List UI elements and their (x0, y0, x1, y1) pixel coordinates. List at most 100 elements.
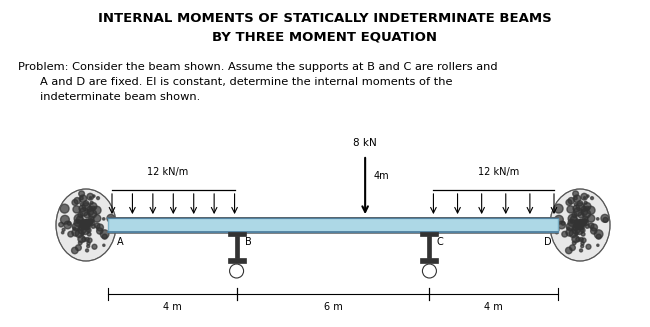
Circle shape (566, 223, 574, 231)
Circle shape (80, 197, 83, 200)
Circle shape (75, 230, 83, 237)
Circle shape (577, 223, 584, 230)
Circle shape (95, 223, 100, 228)
Circle shape (577, 222, 584, 228)
Circle shape (584, 203, 591, 210)
Circle shape (74, 214, 83, 223)
Bar (421, 258, 439, 263)
Circle shape (574, 223, 578, 228)
Circle shape (93, 195, 95, 197)
Circle shape (79, 225, 84, 231)
Circle shape (85, 223, 88, 225)
Circle shape (88, 219, 93, 224)
Circle shape (571, 220, 573, 222)
Circle shape (88, 219, 94, 224)
Circle shape (97, 197, 99, 199)
Circle shape (87, 242, 90, 245)
Circle shape (77, 220, 79, 222)
Circle shape (578, 219, 584, 226)
Circle shape (586, 244, 591, 249)
Circle shape (81, 232, 84, 235)
Circle shape (88, 206, 93, 211)
Circle shape (577, 221, 581, 225)
Circle shape (86, 245, 90, 248)
Circle shape (561, 221, 565, 225)
Circle shape (87, 238, 92, 243)
Circle shape (568, 219, 575, 226)
Circle shape (558, 221, 566, 229)
Circle shape (83, 224, 86, 229)
Text: indeterminate beam shown.: indeterminate beam shown. (40, 92, 200, 102)
Bar (108, 218, 558, 232)
Circle shape (568, 214, 577, 223)
Circle shape (87, 193, 94, 200)
Circle shape (587, 206, 595, 214)
Circle shape (100, 230, 109, 238)
Circle shape (62, 232, 64, 234)
Circle shape (87, 209, 94, 215)
Circle shape (579, 237, 583, 242)
Circle shape (579, 223, 582, 225)
Circle shape (79, 191, 84, 197)
Circle shape (90, 203, 97, 210)
Circle shape (575, 220, 584, 229)
Circle shape (78, 235, 85, 243)
Circle shape (91, 206, 96, 210)
Circle shape (84, 224, 88, 228)
Circle shape (572, 225, 580, 234)
Circle shape (554, 215, 564, 224)
Circle shape (85, 237, 89, 242)
Text: Problem: Consider the beam shown. Assume the supports at B and C are rollers and: Problem: Consider the beam shown. Assume… (18, 62, 498, 72)
Circle shape (72, 229, 79, 236)
Circle shape (62, 228, 65, 231)
Circle shape (81, 225, 85, 229)
Bar (428, 236, 432, 258)
Circle shape (580, 228, 585, 232)
Circle shape (576, 223, 580, 227)
Circle shape (92, 244, 97, 249)
Circle shape (79, 205, 86, 212)
Circle shape (75, 245, 81, 250)
Ellipse shape (550, 189, 610, 261)
Circle shape (578, 224, 581, 226)
Circle shape (581, 193, 588, 200)
Circle shape (578, 212, 584, 218)
Circle shape (74, 198, 81, 204)
Text: 4 m: 4 m (163, 302, 181, 312)
Bar (421, 232, 439, 236)
Circle shape (107, 214, 115, 222)
Circle shape (582, 206, 587, 211)
Text: A: A (117, 237, 124, 247)
Circle shape (603, 217, 608, 222)
Circle shape (577, 224, 580, 229)
Circle shape (86, 249, 88, 252)
Bar (227, 232, 246, 236)
Circle shape (582, 219, 587, 224)
Circle shape (573, 241, 576, 245)
Circle shape (109, 217, 114, 222)
Circle shape (573, 225, 578, 231)
Text: 12 kN/m: 12 kN/m (147, 167, 188, 177)
Circle shape (88, 210, 97, 218)
Circle shape (67, 221, 71, 225)
Circle shape (566, 247, 572, 254)
Circle shape (579, 220, 584, 224)
Circle shape (575, 232, 578, 235)
Circle shape (566, 229, 573, 236)
Circle shape (575, 203, 577, 206)
Circle shape (82, 223, 86, 227)
Circle shape (89, 220, 95, 226)
Circle shape (582, 216, 588, 221)
Circle shape (556, 228, 559, 231)
Circle shape (580, 220, 586, 226)
Circle shape (574, 197, 577, 200)
Circle shape (97, 224, 103, 231)
Circle shape (74, 219, 81, 226)
Circle shape (576, 221, 584, 229)
Circle shape (569, 245, 575, 250)
Circle shape (574, 208, 582, 216)
Circle shape (566, 199, 572, 205)
Text: 6 m: 6 m (324, 302, 343, 312)
Circle shape (588, 215, 595, 222)
Circle shape (571, 216, 577, 223)
